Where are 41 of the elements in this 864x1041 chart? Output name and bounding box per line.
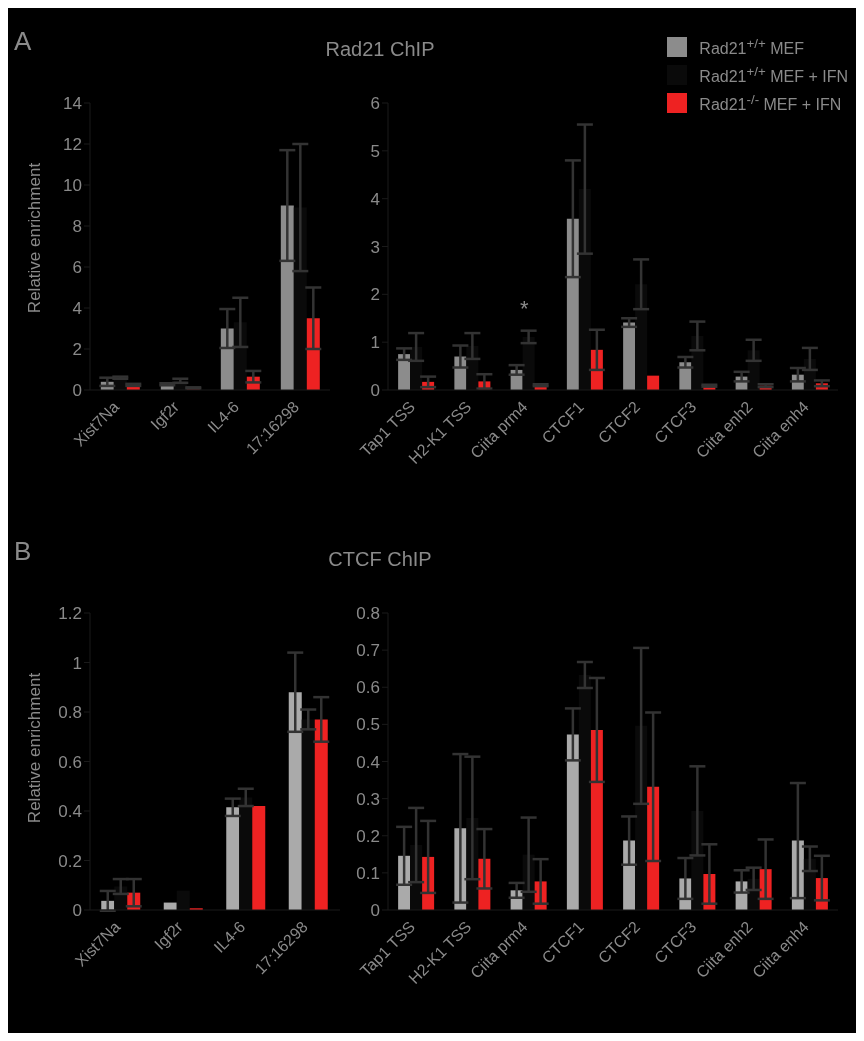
- y-tick-label: 0.6: [58, 752, 82, 772]
- y-tick-label: 0.8: [356, 604, 380, 624]
- y-tick-label: 0: [72, 381, 82, 401]
- y-tick-label: 1: [370, 333, 380, 353]
- y-tick-label: 6: [72, 258, 82, 278]
- y-tick-label: 0.6: [356, 678, 380, 698]
- y-tick-label: 0.5: [356, 715, 380, 735]
- y-tick-label: 12: [63, 135, 82, 155]
- y-tick-label: 0.4: [356, 752, 380, 772]
- y-axis-title: Relative enrichment: [25, 672, 44, 824]
- y-tick-label: 1: [72, 653, 82, 673]
- y-tick-label: 2: [370, 285, 380, 305]
- y-tick-label: 0.7: [356, 641, 380, 661]
- y-axis-title: Relative enrichment: [25, 162, 44, 314]
- y-tick-label: 0: [370, 381, 380, 401]
- y-tick-label: 0: [370, 901, 380, 921]
- y-tick-label: 0.8: [58, 703, 82, 723]
- y-tick-label: 3: [370, 237, 380, 257]
- text: CTCF ChIP: [328, 548, 432, 570]
- y-tick-label: 4: [72, 299, 82, 319]
- y-tick-label: 0.1: [356, 863, 380, 883]
- y-tick-label: 10: [63, 176, 82, 196]
- y-tick-label: 2: [72, 340, 82, 360]
- y-tick-label: 5: [370, 141, 380, 161]
- y-tick-label: 0: [72, 901, 82, 921]
- text: A: [14, 26, 32, 57]
- legend-label: Rad21$^{+/+}$ MEF + IFN: [699, 63, 848, 87]
- legend-label: Rad21$^{+/+}$ MEF: [699, 35, 804, 59]
- annotation: *: [520, 296, 529, 322]
- y-tick-label: 6: [370, 94, 380, 114]
- y-tick-label: 0.2: [58, 851, 82, 871]
- y-tick-label: 1.2: [58, 604, 82, 624]
- text: Rad21 ChIP: [325, 38, 435, 60]
- y-tick-label: 4: [370, 189, 380, 209]
- y-tick-label: 14: [63, 94, 82, 114]
- text: B: [14, 536, 32, 567]
- legend-label: Rad21$^{-/-}$ MEF + IFN: [699, 91, 842, 115]
- y-tick-label: 0.3: [356, 789, 380, 809]
- y-tick-label: 0.4: [58, 802, 82, 822]
- y-tick-label: 8: [72, 217, 82, 237]
- y-tick-label: 0.2: [356, 826, 380, 846]
